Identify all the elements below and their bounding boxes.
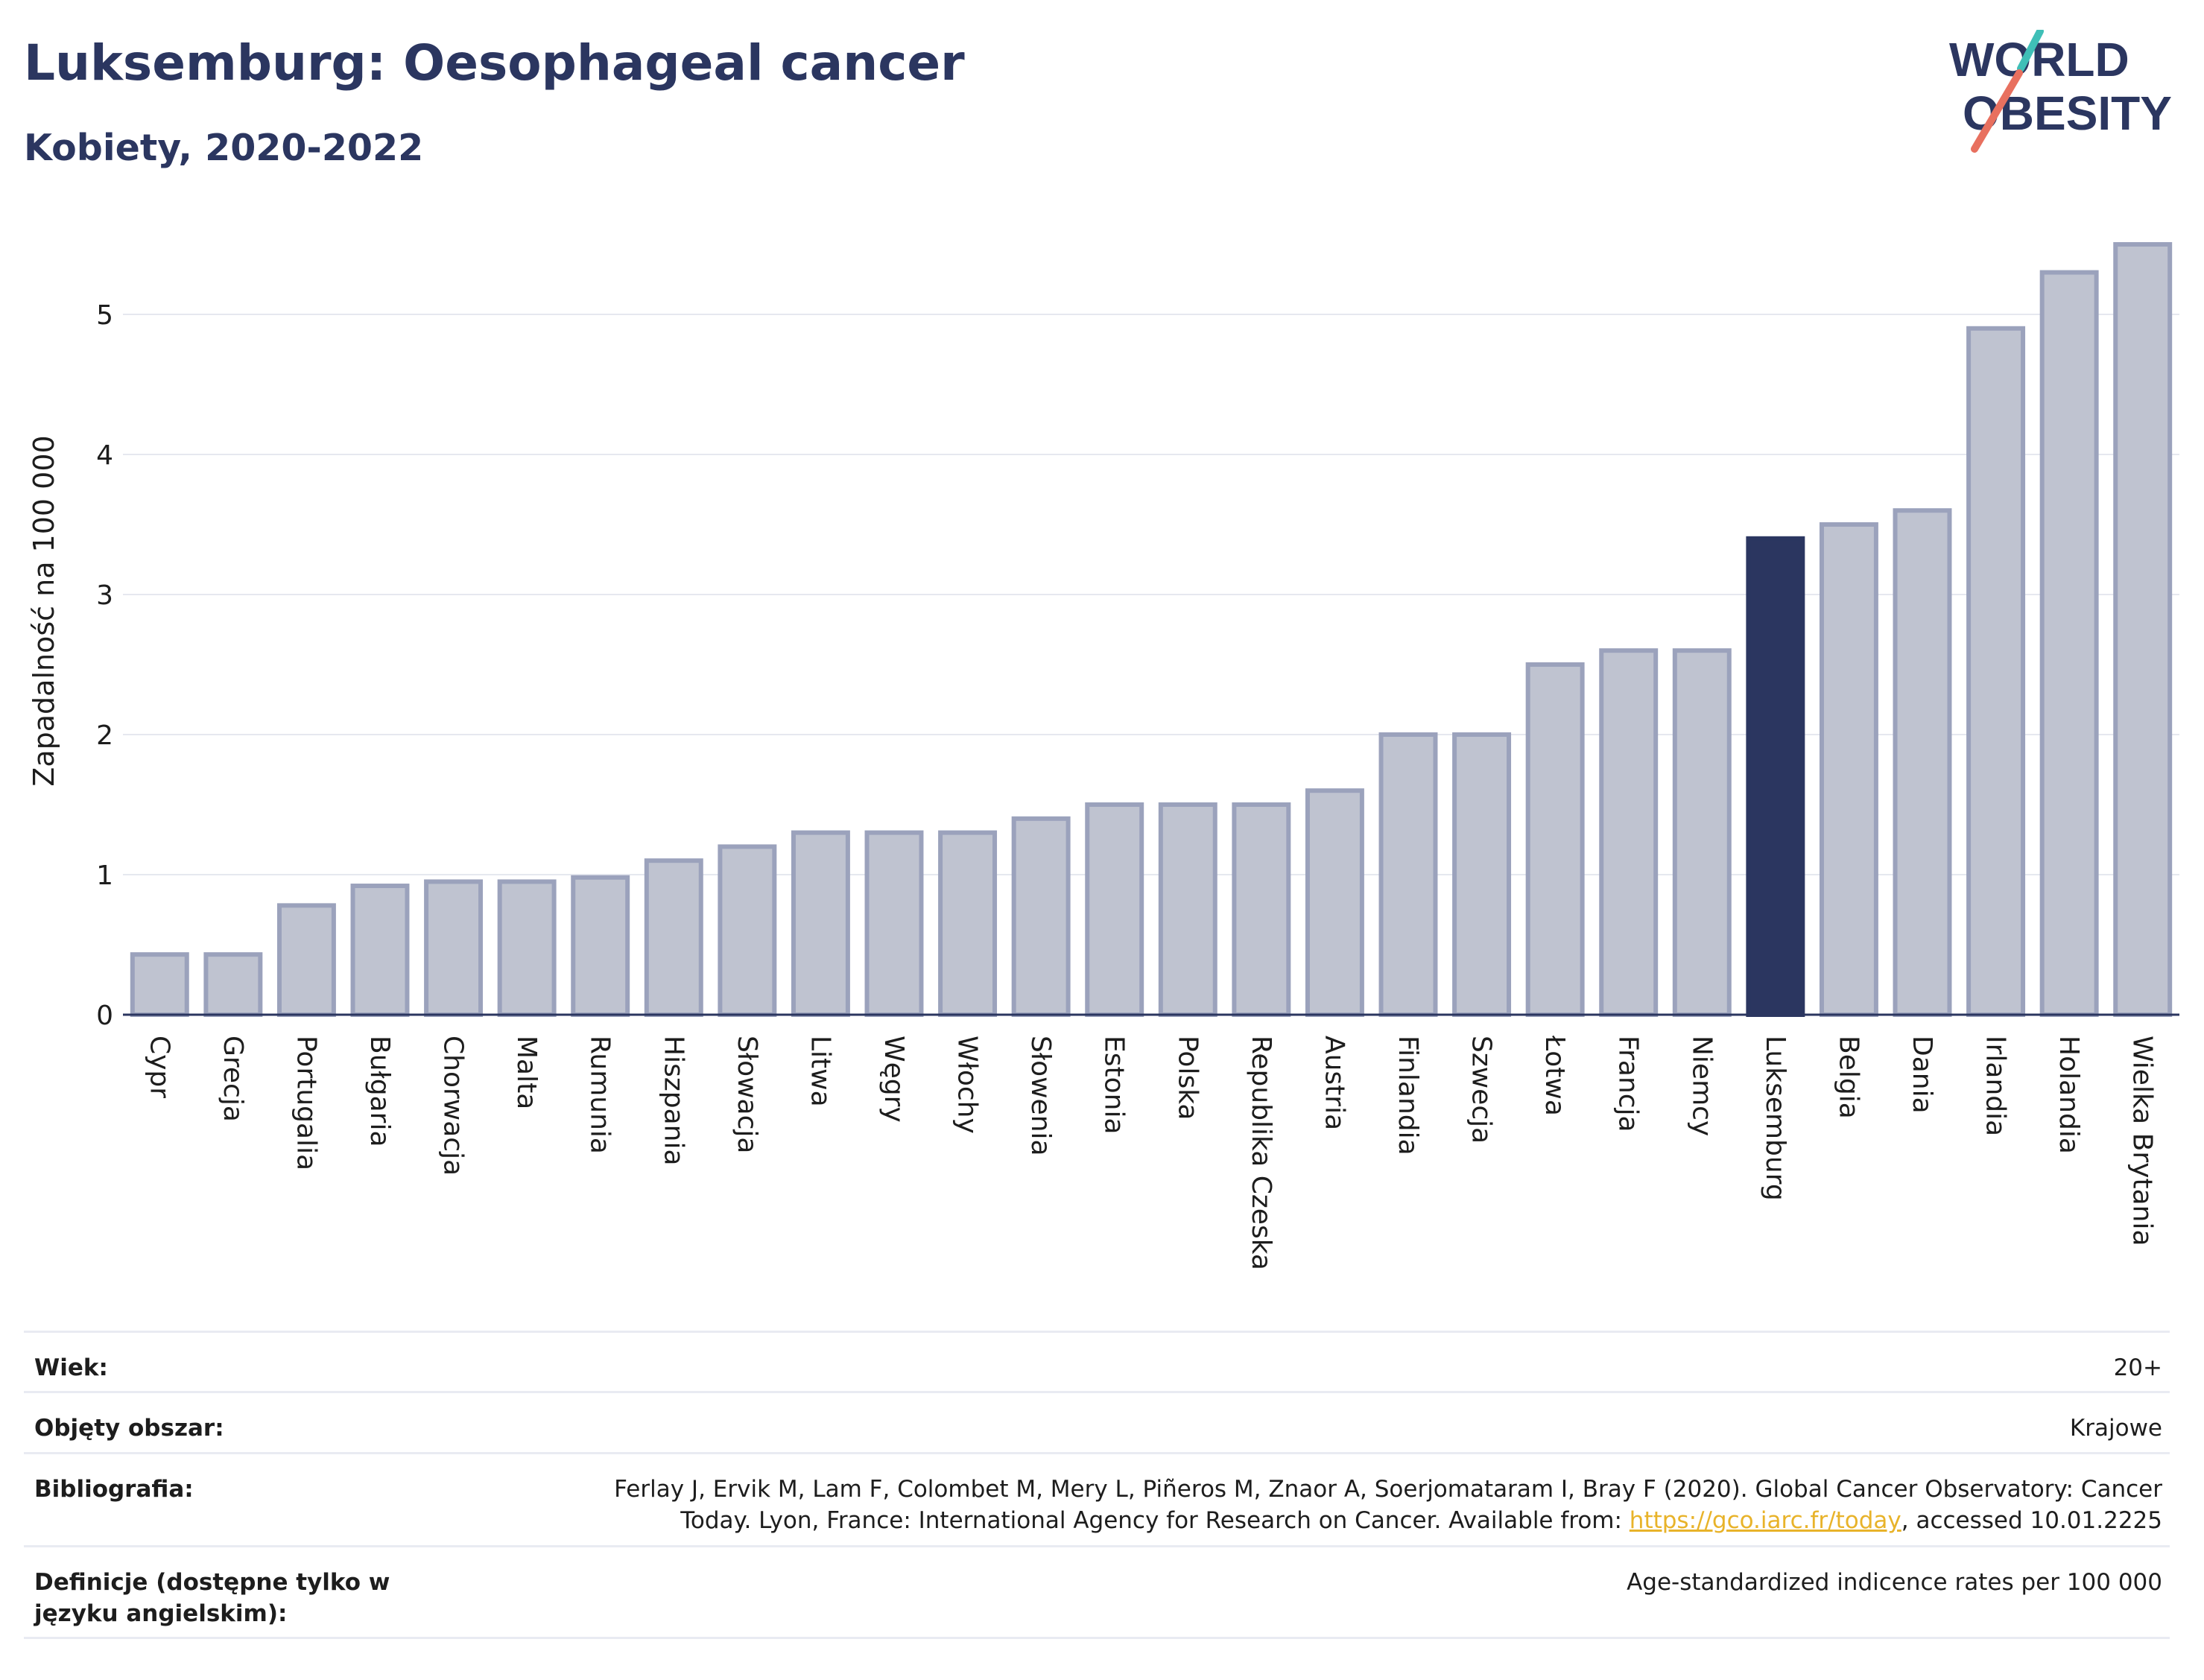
bar[interactable] xyxy=(1378,732,1438,1017)
bar[interactable] xyxy=(1966,326,2026,1017)
bar[interactable] xyxy=(1819,522,1878,1017)
bar[interactable] xyxy=(497,879,557,1018)
x-tick-label: Bułgaria xyxy=(364,1036,395,1147)
x-tick-label: Malta xyxy=(511,1036,542,1109)
logo-text-world: WORLD xyxy=(1949,33,2129,86)
logo-slash-teal xyxy=(2017,30,2044,72)
x-tick-label: Irlandia xyxy=(1980,1036,2011,1136)
meta-row-bibliography: Bibliografia: Ferlay J, Ervik M, Lam F, … xyxy=(24,1452,2170,1545)
x-tick-label: Szwecja xyxy=(1466,1036,1497,1144)
bar[interactable] xyxy=(2039,270,2099,1018)
x-tick-label: Grecja xyxy=(218,1036,248,1122)
x-tick-label: Niemcy xyxy=(1686,1036,1717,1136)
x-tick-label: Słowacja xyxy=(732,1036,762,1153)
bar[interactable] xyxy=(1158,802,1217,1017)
bar[interactable] xyxy=(1746,536,1805,1017)
metadata-table: Wiek: 20+ Objęty obszar: Krajowe Bibliog… xyxy=(24,1331,2170,1639)
bar[interactable] xyxy=(130,952,189,1018)
x-axis-ticks: Cypr Grecja Portugalia Bułgaria Chorwacja Mal… xyxy=(144,1035,2157,1270)
bar[interactable] xyxy=(1672,648,1732,1017)
meta-value-definitions: Age-standardized indicence rates per 100… xyxy=(1627,1569,2162,1596)
bibliography-line-2-start: Today. Lyon, France: International Agenc… xyxy=(680,1507,1630,1534)
bibliography-line-2-end: , accessed 10.01.2225 xyxy=(1901,1507,2162,1534)
meta-row-coverage: Objęty obszar: Krajowe xyxy=(24,1391,2170,1452)
y-axis-title: Zapadalność na 100 000 xyxy=(28,435,60,786)
bar[interactable] xyxy=(350,884,410,1018)
bibliography-link[interactable]: https://gco.iarc.fr/today xyxy=(1629,1507,1901,1534)
meta-label-bibliography: Bibliografia: xyxy=(34,1476,194,1503)
bars xyxy=(130,242,2173,1018)
x-tick-label: Węgry xyxy=(878,1036,909,1123)
x-tick-label: Litwa xyxy=(805,1036,835,1107)
bar[interactable] xyxy=(571,875,630,1018)
x-tick-label: Hiszpania xyxy=(658,1036,688,1166)
meta-label-age: Wiek: xyxy=(34,1354,108,1381)
meta-value-bibliography: Ferlay J, Ervik M, Lam F, Colombet M, Me… xyxy=(481,1474,2162,1536)
x-tick-label: Polska xyxy=(1172,1036,1203,1120)
x-tick-label: Portugalia xyxy=(291,1036,321,1170)
bar[interactable] xyxy=(1305,788,1364,1017)
x-tick-label: Włochy xyxy=(952,1036,983,1134)
meta-value-age: 20+ xyxy=(2113,1354,2162,1381)
x-tick-label: Belgia xyxy=(1833,1036,1863,1119)
x-tick-label: Łotwa xyxy=(1539,1035,1570,1116)
y-tick-label: 2 xyxy=(96,720,113,751)
y-tick-label: 4 xyxy=(96,440,113,471)
bar[interactable] xyxy=(791,830,850,1017)
bar[interactable] xyxy=(1232,802,1291,1017)
y-tick-label: 5 xyxy=(96,300,113,331)
x-tick-label: Francja xyxy=(1613,1036,1644,1132)
meta-row-definitions: Definicje (dostępne tylko w języku angie… xyxy=(24,1545,2170,1639)
y-tick-label: 1 xyxy=(96,860,113,891)
bar[interactable] xyxy=(1085,802,1144,1017)
bar[interactable] xyxy=(938,830,998,1017)
x-tick-label: Luksemburg xyxy=(1760,1036,1790,1201)
x-tick-label: Dania xyxy=(1907,1036,1937,1114)
bar[interactable] xyxy=(718,844,777,1018)
meta-label-coverage: Objęty obszar: xyxy=(34,1415,224,1442)
chart-subtitle: Kobiety, 2020-2022 xyxy=(24,127,424,169)
meta-value-coverage: Krajowe xyxy=(2069,1415,2162,1442)
y-tick-label: 0 xyxy=(96,1001,113,1031)
logo-slash-coral xyxy=(1971,69,2023,153)
meta-row-age: Wiek: 20+ xyxy=(24,1331,2170,1391)
bar[interactable] xyxy=(644,858,703,1017)
chart-title: Luksemburg: Oesophageal cancer xyxy=(24,34,965,92)
x-tick-label: Cypr xyxy=(144,1036,174,1098)
x-tick-label: Słowenia xyxy=(1025,1036,1056,1156)
x-tick-label: Rumunia xyxy=(585,1036,615,1154)
bar[interactable] xyxy=(1452,732,1512,1017)
meta-label-definitions: Definicje (dostępne tylko w języku angie… xyxy=(34,1569,390,1627)
x-tick-label: Austria xyxy=(1319,1036,1349,1130)
bar[interactable] xyxy=(203,952,263,1018)
bar[interactable] xyxy=(1011,816,1071,1018)
world-obesity-logo: WORLD OBESITY xyxy=(1949,30,2172,153)
bar-chart: 0 1 2 3 4 5 Cypr Grecja Portugalia Bułgaria Chorw… xyxy=(28,242,2179,1270)
bar[interactable] xyxy=(1525,662,1585,1017)
bibliography-line-2: Today. Lyon, France: International Agenc… xyxy=(481,1505,2162,1536)
bar[interactable] xyxy=(2113,242,2173,1017)
bar[interactable] xyxy=(864,830,924,1017)
bar[interactable] xyxy=(1893,508,1952,1017)
bar[interactable] xyxy=(424,879,484,1018)
x-tick-label: Republika Czeska xyxy=(1246,1036,1276,1270)
bar[interactable] xyxy=(276,903,336,1017)
x-tick-label: Estonia xyxy=(1099,1036,1130,1135)
bar[interactable] xyxy=(1599,648,1659,1017)
y-axis-ticks: 0 1 2 3 4 5 xyxy=(96,300,113,1031)
y-tick-label: 3 xyxy=(96,580,113,611)
x-tick-label: Chorwacja xyxy=(438,1036,469,1176)
x-tick-label: Finlandia xyxy=(1393,1036,1423,1156)
x-tick-label: Wielka Brytania xyxy=(2127,1036,2158,1246)
x-tick-label: Holandia xyxy=(2053,1036,2084,1154)
bibliography-line-1: Ferlay J, Ervik M, Lam F, Colombet M, Me… xyxy=(614,1476,2162,1503)
